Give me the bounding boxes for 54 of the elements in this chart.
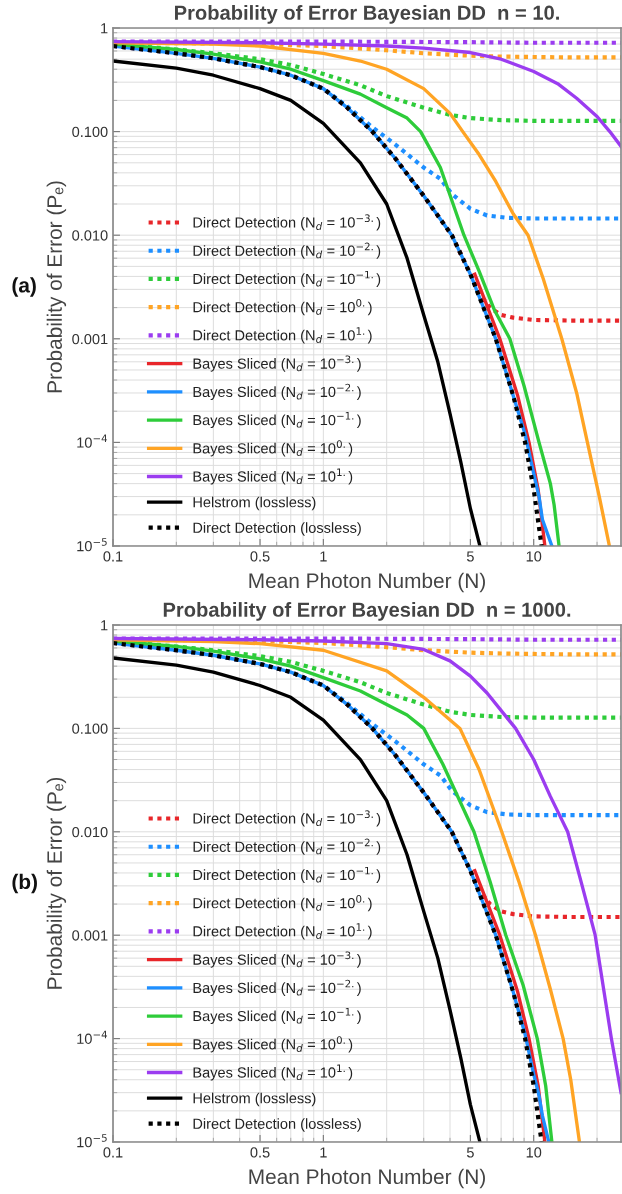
legend-label: Bayes Sliced (N$_{d}$ = 10$^{1.}$) <box>193 468 353 485</box>
y-tick-label: 10$^{−5}$ <box>77 1134 107 1148</box>
legend-label: Direct Detection (N$_{d}$ = 10$^{1.}$) <box>193 923 372 940</box>
legend-label: Bayes Sliced (N$_{d}$ = 10$^{−1.}$) <box>193 1008 361 1025</box>
legend-label: Bayes Sliced (N$_{d}$ = 10$^{0.}$) <box>193 1036 353 1053</box>
y-tick-label: 0.001 <box>72 930 108 941</box>
legend-label: Bayes Sliced (N$_{d}$ = 10$^{−2.}$) <box>193 979 361 996</box>
y-tick-label: 0.100 <box>72 723 108 734</box>
x-tick-label: 10 <box>526 1147 542 1158</box>
y-tick-label: 0.010 <box>72 826 108 838</box>
legend-label: Direct Detection (N$_{d}$ = 10$^{1.}$) <box>193 327 372 344</box>
legend-label: Direct Detection (N$_{d}$ = 10$^{−1.}$) <box>193 866 381 883</box>
legend-label: Direct Detection (N$_{d}$ = 10$^{−3.}$) <box>193 214 381 231</box>
y-tick-label: 1 <box>101 23 108 34</box>
legend-label: Direct Detection (N$_{d}$ = 10$^{−3.}$) <box>193 810 381 827</box>
legend-label: Direct Detection (lossless) <box>193 522 361 536</box>
text: (b) <box>12 873 37 894</box>
x-axis-title: Mean Photon Number (N) <box>249 1168 485 1189</box>
legend-label: Bayes Sliced (N$_{d}$ = 10$^{−1.}$) <box>193 412 361 429</box>
y-tick-label: 10$^{−4}$ <box>77 434 108 448</box>
x-tick-label: 0.1 <box>103 1147 123 1158</box>
legend-label: Bayes Sliced (N$_{d}$ = 10$^{1.}$) <box>193 1064 353 1081</box>
chart-title: Probability of Error Bayesian DD n = 10. <box>175 5 559 24</box>
x-tick-label: 0.5 <box>250 1147 270 1158</box>
y-tick-label: 0.010 <box>72 230 108 241</box>
legend-label: Helstrom (lossless) <box>193 496 316 511</box>
y-tick-label: 1 <box>101 620 108 631</box>
chart-title: Probability of Error Bayesian DD n = 1000. <box>163 602 571 621</box>
legend-label: Bayes Sliced (N$_{d}$ = 10$^{−3.}$) <box>193 355 361 372</box>
x-tick-label: 10 <box>526 551 542 562</box>
y-tick-label: 0.001 <box>72 333 108 345</box>
x-axis-title: Mean Photon Number (N) <box>249 572 485 593</box>
text: (a) <box>12 277 36 297</box>
legend-label: Bayes Sliced (N$_{d}$ = 10$^{0.}$) <box>193 440 353 457</box>
x-tick-label: 0.5 <box>250 551 270 562</box>
x-tick-label: 1 <box>320 1147 327 1158</box>
legend-label: Direct Detection (N$_{d}$ = 10$^{−2.}$) <box>193 242 381 259</box>
y-axis-title: Probability of Error (Pₑ) <box>46 181 67 393</box>
legend-label: Direct Detection (N$_{d}$ = 10$^{−2.}$) <box>193 838 381 855</box>
y-axis-title: Probability of Error (Pₑ) <box>46 777 67 989</box>
legend-label: Bayes Sliced (N$_{d}$ = 10$^{−3.}$) <box>193 951 361 968</box>
legend-label: Direct Detection (N$_{d}$ = 10$^{0.}$) <box>193 299 372 316</box>
y-tick-label: 10$^{−5}$ <box>77 538 107 552</box>
legend-label: Direct Detection (lossless) <box>193 1118 361 1132</box>
y-tick-label: 0.100 <box>72 126 108 138</box>
x-tick-label: 5 <box>466 551 474 562</box>
x-tick-label: 1 <box>320 551 327 562</box>
x-tick-label: 0.1 <box>103 551 123 562</box>
x-tick-label: 5 <box>466 1147 474 1158</box>
legend-label: Helstrom (lossless) <box>193 1092 316 1107</box>
legend-label: Bayes Sliced (N$_{d}$ = 10$^{−2.}$) <box>193 383 361 400</box>
y-tick-label: 10$^{−4}$ <box>77 1030 108 1044</box>
legend-label: Direct Detection (N$_{d}$ = 10$^{−1.}$) <box>193 270 381 287</box>
legend-label: Direct Detection (N$_{d}$ = 10$^{0.}$) <box>193 895 372 912</box>
